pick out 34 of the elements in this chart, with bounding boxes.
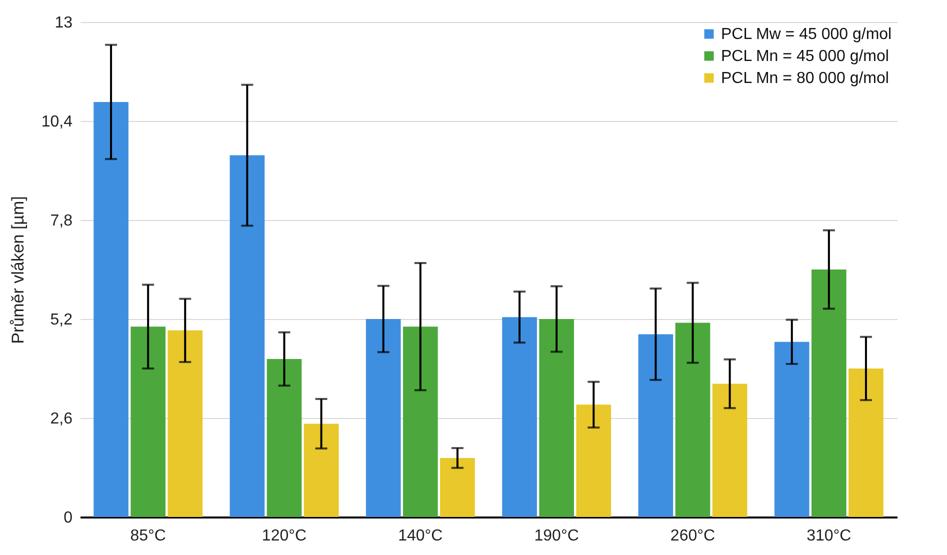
bar xyxy=(168,330,203,517)
y-tick-label: 0 xyxy=(64,510,73,526)
x-tick-label: 310°C xyxy=(806,528,852,544)
y-tick-label: 2,6 xyxy=(50,410,73,428)
bar xyxy=(230,155,265,517)
x-tick-label: 190°C xyxy=(534,528,579,544)
bar xyxy=(403,326,438,517)
legend-label: PCL Mn = 80 000 g/mol xyxy=(721,70,889,87)
y-tick-label: 10,4 xyxy=(41,114,73,130)
bar xyxy=(675,322,710,517)
y-tick-label: 7,8 xyxy=(50,212,73,230)
bar xyxy=(774,342,810,517)
y-tick-label: 5,2 xyxy=(50,312,73,328)
bar xyxy=(304,424,339,517)
bar xyxy=(94,102,128,517)
bar xyxy=(539,319,574,517)
bar xyxy=(812,270,846,517)
y-tick-label: 13 xyxy=(54,14,73,32)
x-tick-label: 85°C xyxy=(130,528,166,544)
bar xyxy=(366,319,401,517)
bar xyxy=(502,317,537,517)
x-tick-label: 260°C xyxy=(670,528,716,544)
legend-label: PCL Mw = 45 000 g/mol xyxy=(721,26,892,43)
bar xyxy=(440,458,475,517)
legend-label: PCL Mn = 45 000 g/mol xyxy=(721,48,889,65)
bar xyxy=(266,358,302,517)
bar xyxy=(130,326,166,517)
x-tick-label: 140°C xyxy=(398,528,443,544)
y-axis-title: Průměr vláken [µm] xyxy=(8,196,28,344)
bar xyxy=(576,404,612,517)
bar xyxy=(712,384,748,517)
bar xyxy=(638,334,674,517)
x-tick-label: 120°C xyxy=(262,528,307,544)
bar xyxy=(848,368,884,517)
